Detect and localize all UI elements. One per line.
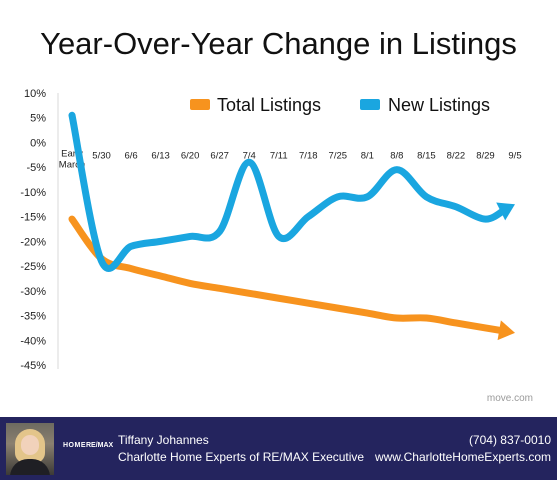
x-tick-label: 6/6 [124, 150, 137, 161]
legend-label-new-listings: New Listings [388, 95, 490, 115]
x-tick-label: 5/30 [92, 150, 111, 161]
x-tick-label: Early March [59, 148, 85, 170]
x-tick-label: 8/29 [476, 150, 495, 161]
chart-title: Year-Over-Year Change in Listings [40, 26, 517, 61]
y-tick-label: -10% [20, 187, 46, 199]
y-tick-label: -20% [20, 236, 46, 248]
footer-banner: HOME RE/MAX Tiffany Johannes Charlotte H… [0, 417, 557, 480]
y-tick-label: -40% [20, 335, 46, 347]
agent-phone: (704) 837-0010 [468, 433, 551, 447]
y-tick-label: -25% [20, 261, 46, 273]
y-axis: 10% 5% 0% -5% -10% -15% -20% -25% -30% -35% -40% -4… [20, 88, 59, 372]
x-tick-label: 7/11 [270, 150, 288, 161]
legend-label-total-listings: Total Listings [217, 95, 321, 115]
x-tick-label: 6/13 [151, 150, 170, 161]
x-tick-label: 8/8 [390, 150, 403, 161]
x-tick-label: 9/5 [508, 150, 521, 161]
y-tick-label: -5% [26, 162, 46, 174]
y-tick-label: 0% [30, 137, 46, 149]
x-tick-label: 6/20 [181, 150, 200, 161]
source-label: move.com [487, 393, 533, 404]
series-lines [68, 111, 515, 341]
series-line-total-listings [68, 215, 509, 335]
y-tick-label: 10% [24, 88, 46, 100]
x-tick-label: 6/27 [210, 150, 229, 161]
y-tick-label: -30% [20, 286, 46, 298]
x-tick-label: 8/22 [447, 150, 466, 161]
agent-photo [6, 423, 54, 475]
line-chart: 10% 5% 0% -5% -10% -15% -20% -25% -30% -35% -40% -4… [20, 88, 533, 404]
remax-logo: RE/MAX [86, 442, 114, 449]
x-tick-label: 7/18 [299, 150, 318, 161]
x-tick-label: 8/1 [361, 150, 374, 161]
x-tick-label: 8/15 [417, 150, 436, 161]
y-tick-label: -45% [20, 360, 46, 372]
x-tick-label: 7/25 [329, 150, 348, 161]
series-arrow-total-listings [497, 320, 515, 341]
x-tick-label: 7/4 [243, 150, 256, 161]
legend-swatch-total-listings [190, 99, 210, 110]
legend: Total Listings New Listings [190, 95, 490, 115]
legend-swatch-new-listings [360, 99, 380, 110]
series-line-new-listings [68, 111, 510, 272]
agent-company: Charlotte Home Experts of RE/MAX Executi… [118, 450, 365, 464]
y-tick-label: -15% [20, 212, 46, 224]
agent-name: Tiffany Johannes [118, 433, 209, 447]
x-axis: Early March 5/30 6/6 6/13 6/20 6/27 7/4 7/11 7/18… [59, 148, 522, 170]
series-arrow-new-listings [496, 202, 515, 221]
agent-website: www.CharlotteHomeExperts.com [374, 450, 551, 464]
y-tick-label: 5% [30, 113, 46, 125]
home-logo: HOME [63, 442, 86, 449]
y-tick-label: -35% [20, 311, 46, 323]
